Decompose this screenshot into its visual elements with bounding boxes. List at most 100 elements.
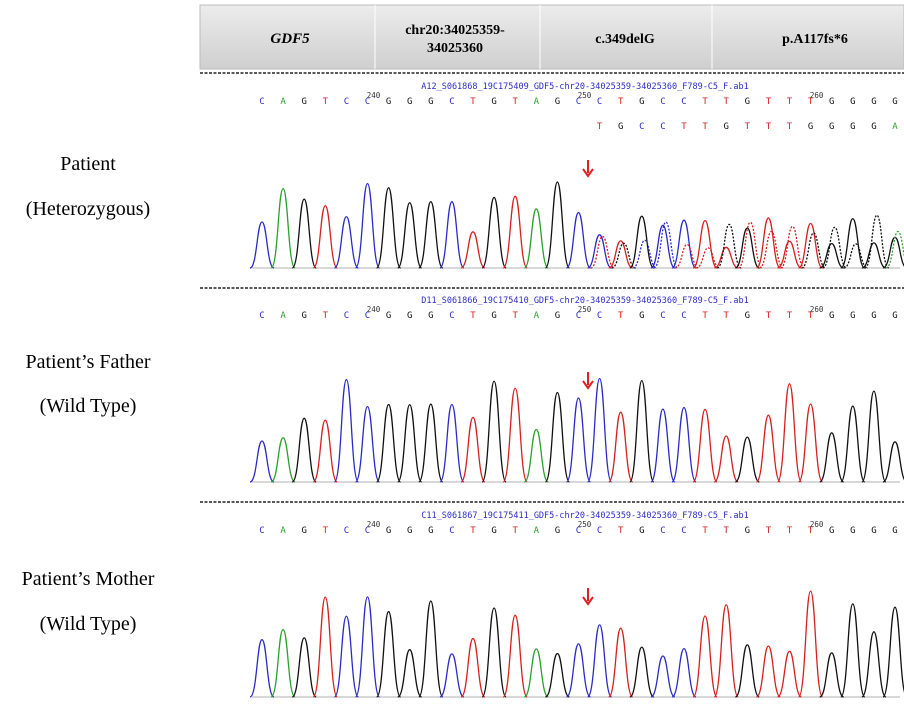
base-call: C: [660, 311, 665, 321]
base-call-secondary: G: [871, 122, 876, 132]
base-call-secondary: T: [597, 122, 603, 132]
base-call: T: [702, 526, 708, 536]
trace-peak: [820, 433, 844, 482]
base-call: G: [301, 311, 306, 321]
base-call: T: [618, 97, 624, 107]
trace-peak: [461, 639, 485, 697]
base-call: C: [681, 97, 686, 107]
trace-peak: [756, 415, 780, 482]
trace-peak-secondary: [759, 232, 783, 268]
base-call-secondary: G: [829, 122, 834, 132]
trace-peak: [735, 437, 759, 482]
base-call: C: [660, 97, 665, 107]
base-call-secondary: G: [850, 122, 855, 132]
trace-peak: [862, 391, 886, 482]
base-call: G: [428, 97, 433, 107]
trace-peak: [250, 222, 274, 268]
base-call-secondary: C: [660, 122, 665, 132]
trace-peak: [503, 196, 527, 268]
trace-peak: [545, 393, 569, 482]
base-call: G: [745, 311, 750, 321]
base-call: A: [534, 97, 540, 107]
trace-peak: [398, 650, 422, 697]
sample-label: Patient’s Father: [26, 351, 151, 373]
base-call: C: [681, 311, 686, 321]
base-call-secondary: G: [618, 122, 623, 132]
base-call: G: [850, 311, 855, 321]
trace-peak: [503, 615, 527, 697]
position-label: 250: [578, 520, 592, 529]
base-call: T: [766, 526, 772, 536]
base-call: C: [597, 311, 602, 321]
trace-peak: [630, 381, 654, 482]
sample-label: (Wild Type): [40, 613, 137, 635]
trace-peak: [567, 398, 591, 482]
base-call: G: [555, 526, 560, 536]
base-call: G: [892, 97, 897, 107]
base-call: G: [871, 311, 876, 321]
base-call: G: [386, 526, 391, 536]
base-call: C: [344, 311, 349, 321]
base-call: G: [829, 311, 834, 321]
trace-peak: [419, 601, 443, 697]
position-label: 250: [578, 305, 592, 314]
trace-peak-secondary: [865, 215, 889, 268]
base-call: G: [639, 311, 644, 321]
base-call: C: [344, 97, 349, 107]
trace-peak: [440, 202, 464, 268]
base-call: A: [280, 526, 286, 536]
base-call: T: [323, 526, 329, 536]
trace-peak: [651, 656, 675, 697]
base-call: T: [323, 311, 329, 321]
trace-peak-secondary: [886, 232, 904, 268]
trace-peak: [313, 206, 337, 268]
position-label: 260: [810, 305, 824, 314]
trace-peak: [398, 203, 422, 268]
base-call: T: [470, 311, 476, 321]
position-label: 260: [810, 520, 824, 529]
header-cdna: c.349delG: [595, 32, 655, 47]
trace-peak: [440, 654, 464, 697]
trace-peak: [841, 604, 865, 697]
header-protein: p.A117fs*6: [782, 32, 848, 47]
base-call: T: [702, 97, 708, 107]
trace-peak-secondary: [696, 248, 720, 268]
position-label: 250: [578, 91, 592, 100]
trace-peak: [398, 405, 422, 482]
base-call: G: [428, 526, 433, 536]
base-call: T: [787, 526, 793, 536]
base-call: G: [555, 97, 560, 107]
trace-peak: [334, 616, 358, 697]
trace-peak: [714, 247, 738, 268]
trace-peak: [778, 384, 802, 482]
trace-peak: [588, 235, 612, 268]
trace-peak: [820, 653, 844, 697]
trace-peak: [292, 199, 316, 268]
base-call: A: [534, 311, 540, 321]
position-label: 260: [810, 91, 824, 100]
position-label: 240: [367, 91, 381, 100]
position-label: 240: [367, 305, 381, 314]
base-call: C: [259, 97, 264, 107]
base-call: T: [766, 311, 772, 321]
trace-peak: [588, 378, 612, 482]
base-call: G: [491, 526, 496, 536]
trace-peak: [609, 241, 633, 268]
base-call: T: [723, 311, 729, 321]
trace-peak: [672, 649, 696, 697]
header-location: 34025360: [427, 41, 483, 56]
base-call: G: [407, 526, 412, 536]
trace-peak-secondary: [717, 224, 741, 268]
base-call: T: [323, 97, 329, 107]
trace-peak: [419, 404, 443, 482]
base-call: A: [280, 97, 286, 107]
base-call: C: [660, 526, 665, 536]
base-call-secondary: C: [639, 122, 644, 132]
base-call: T: [618, 526, 624, 536]
trace-peak: [292, 418, 316, 482]
base-call: G: [829, 97, 834, 107]
base-call: C: [449, 526, 454, 536]
base-call: T: [618, 311, 624, 321]
base-call: G: [386, 97, 391, 107]
base-call: G: [892, 526, 897, 536]
